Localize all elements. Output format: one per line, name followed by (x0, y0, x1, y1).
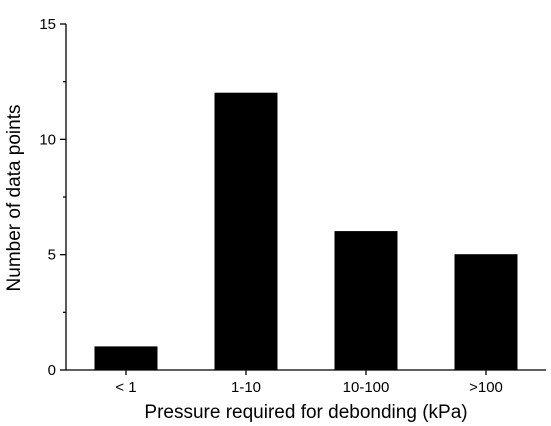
x-axis-title: Pressure required for debonding (kPa) (144, 402, 467, 423)
bars-group (94, 92, 518, 371)
y-tick-label-2: 10 (39, 131, 56, 148)
x-tick-label-1: 1-10 (231, 379, 261, 396)
x-tick-label-3: >100 (469, 379, 503, 396)
y-tick-label-0: 0 (48, 362, 56, 379)
bar-0 (94, 346, 158, 371)
bar-2 (334, 231, 398, 371)
y-axis-title: Number of data points (4, 105, 25, 292)
x-tick-label-2: 10-100 (343, 379, 390, 396)
x-ticks-group: < 1 1-10 10-100 >100 (115, 370, 503, 396)
bar-1 (214, 92, 278, 371)
y-tick-label-1: 5 (48, 247, 56, 264)
y-ticks-group: 0 5 10 15 (39, 16, 66, 379)
bar-3 (454, 254, 518, 371)
y-tick-label-3: 15 (39, 16, 56, 33)
x-tick-label-0: < 1 (115, 379, 136, 396)
